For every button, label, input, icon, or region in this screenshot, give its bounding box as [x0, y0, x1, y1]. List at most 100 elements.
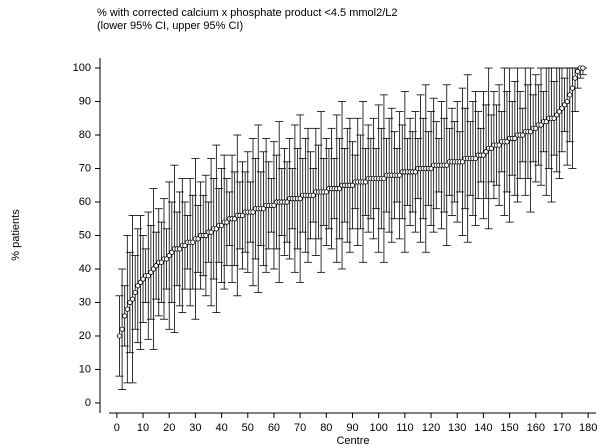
y-axis-label: % patients: [10, 209, 22, 261]
point: [310, 192, 316, 198]
point: [512, 135, 518, 141]
x-tick-label: 170: [553, 422, 571, 434]
point: [169, 249, 175, 255]
point: [428, 165, 434, 172]
point: [284, 199, 290, 205]
point: [362, 179, 369, 185]
point: [520, 132, 526, 138]
point: [397, 172, 403, 178]
y-tick-label: 90: [79, 95, 91, 107]
x-tick-label: 40: [215, 422, 227, 434]
point: [224, 219, 230, 225]
point: [556, 108, 562, 115]
point: [260, 206, 267, 212]
point: [496, 142, 502, 148]
point: [567, 92, 573, 98]
point: [551, 115, 557, 121]
x-tick-label: 100: [370, 422, 388, 434]
point: [182, 242, 188, 249]
point: [483, 149, 489, 155]
point: [232, 216, 238, 222]
x-tick-label: 180: [579, 422, 597, 434]
y-tick-label: 20: [79, 330, 91, 342]
x-tick-label: 10: [137, 422, 149, 434]
point: [444, 162, 450, 168]
y-tick-label: 70: [79, 162, 91, 174]
x-tick-label: 140: [474, 422, 492, 434]
y-tick-label: 30: [79, 296, 91, 308]
point: [323, 189, 329, 195]
point: [561, 102, 568, 108]
x-tick-label: 80: [320, 422, 332, 434]
point: [218, 222, 225, 229]
y-tick-label: 40: [79, 263, 91, 275]
x-tick-label: 160: [527, 422, 545, 434]
point: [543, 119, 549, 125]
point: [538, 122, 544, 128]
point: [150, 266, 157, 272]
x-tick-label: 150: [500, 422, 518, 434]
point: [166, 252, 172, 259]
point: [153, 263, 159, 269]
point: [480, 152, 487, 158]
x-tick-label: 120: [422, 422, 440, 434]
point: [412, 169, 418, 175]
point: [250, 209, 256, 215]
point: [145, 273, 151, 279]
point: [381, 175, 387, 182]
point: [135, 283, 141, 289]
point: [533, 125, 539, 131]
point: [164, 256, 170, 262]
point: [119, 326, 125, 332]
x-tick-label: 0: [114, 422, 120, 434]
point: [459, 159, 466, 165]
point: [504, 139, 510, 145]
point: [158, 259, 164, 265]
x-tick-label: 130: [448, 422, 466, 434]
point: [137, 279, 144, 285]
point: [297, 196, 303, 202]
x-tick-label: 30: [189, 422, 201, 434]
x-axis-label: Centre: [336, 435, 369, 447]
point: [239, 212, 246, 219]
y-tick-label: 50: [79, 229, 91, 241]
point: [572, 75, 578, 81]
x-tick-label: 90: [346, 422, 358, 434]
point: [564, 98, 570, 105]
chart-subtitle: (lower 95% CI, upper 95% CI): [97, 20, 243, 32]
y-tick-label: 100: [73, 62, 91, 74]
chart-title: % with corrected calcium x phosphate pro…: [97, 7, 398, 19]
point: [148, 269, 154, 275]
point: [116, 333, 123, 339]
y-tick-label: 80: [79, 129, 91, 141]
point: [559, 105, 565, 111]
point: [569, 85, 576, 91]
point: [554, 112, 560, 118]
y-tick-label: 60: [79, 196, 91, 208]
point: [124, 306, 130, 312]
point: [271, 202, 277, 208]
point: [140, 276, 146, 282]
x-tick-label: 50: [242, 422, 254, 434]
point: [213, 226, 219, 232]
point: [349, 182, 356, 188]
x-tick-label: 20: [163, 422, 175, 434]
point: [190, 239, 196, 245]
point: [132, 289, 138, 296]
y-tick-label: 10: [79, 363, 91, 375]
point: [195, 236, 201, 242]
point: [122, 313, 128, 319]
point: [129, 296, 136, 302]
point: [177, 246, 183, 252]
point: [488, 145, 494, 152]
point: [127, 299, 133, 306]
point: [527, 129, 534, 135]
point: [336, 186, 343, 192]
x-tick-label: 70: [294, 422, 306, 434]
point: [472, 155, 479, 162]
point: [580, 65, 586, 71]
point: [208, 229, 214, 235]
point: [575, 68, 581, 74]
x-tick-label: 110: [396, 422, 414, 434]
